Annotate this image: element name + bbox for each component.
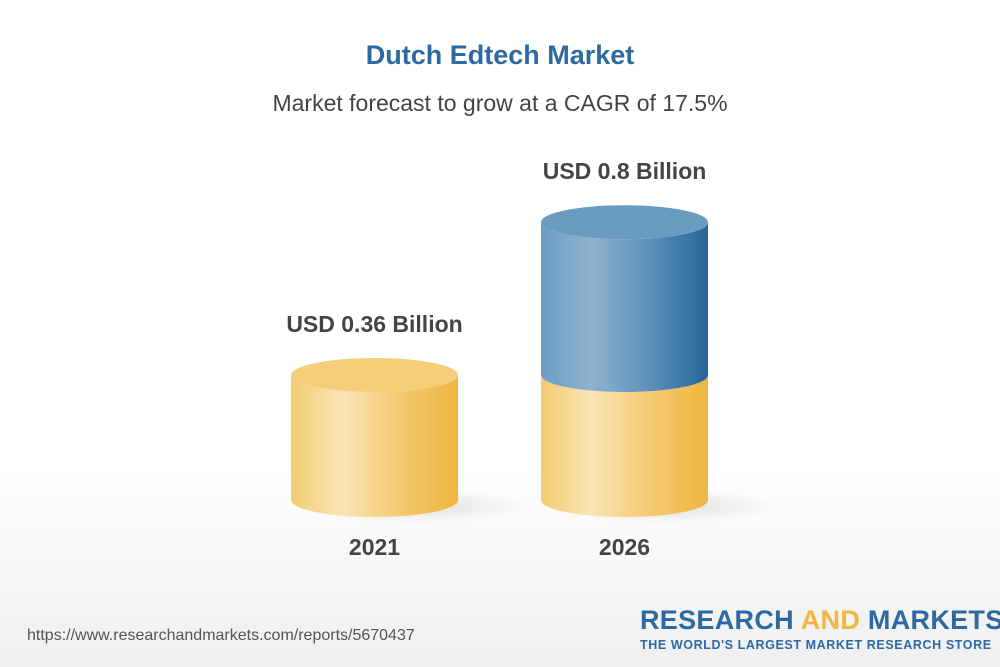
category-label: 2026	[599, 534, 650, 560]
category-label: 2021	[349, 534, 400, 560]
data-label: USD 0.8 Billion	[543, 158, 707, 184]
source-url[interactable]: https://www.researchandmarkets.com/repor…	[27, 627, 415, 644]
data-label: USD 0.36 Billion	[286, 311, 462, 337]
cylinder-top	[291, 358, 458, 392]
research-and-markets-logo: RESEARCH AND MARKETS THE WORLD'S LARGEST…	[640, 605, 1000, 652]
chart-subtitle: Market forecast to grow at a CAGR of 17.…	[272, 90, 728, 116]
cylinder-growth-segment	[541, 222, 708, 393]
cylinder-base-segment	[291, 375, 459, 517]
cylinder-base-segment	[541, 375, 708, 517]
cylinder-chart: USD 0.36 Billion 2021 USD 0.8 Billion 2026	[286, 158, 778, 560]
chart-title: Dutch Edtech Market	[365, 40, 635, 70]
cylinder-top	[541, 205, 708, 240]
